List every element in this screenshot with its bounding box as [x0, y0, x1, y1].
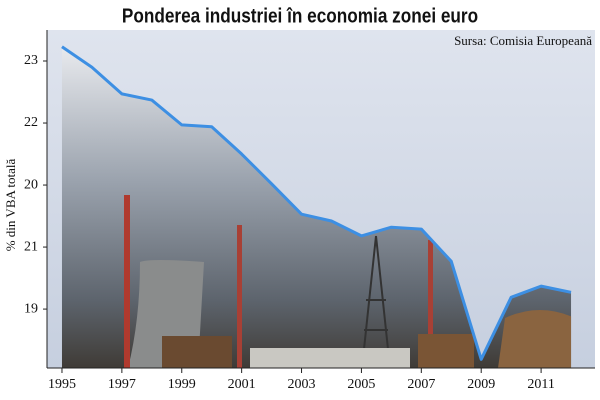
x-tick-label: 2001 [228, 377, 256, 392]
y-tick-label: 20 [24, 177, 38, 192]
x-tick-label: 1997 [108, 377, 136, 392]
x-tick-label: 1995 [48, 377, 76, 392]
y-tick-label: 19 [24, 301, 38, 316]
x-tick-label: 2007 [407, 377, 435, 392]
x-tick-label: 2009 [467, 377, 495, 392]
y-tick-label: 21 [24, 239, 38, 254]
building [162, 336, 232, 368]
y-axis-label: % din VBA totală [3, 158, 18, 251]
y-tick-label: 23 [24, 53, 38, 68]
x-tick-label: 2011 [527, 377, 554, 392]
pylon [361, 235, 391, 368]
chimney [428, 240, 433, 368]
building [250, 348, 410, 368]
chimney [237, 225, 242, 368]
building [418, 334, 474, 368]
y-tick-label: 22 [24, 115, 38, 130]
x-tick-label: 2005 [347, 377, 375, 392]
reactor-dome [498, 310, 572, 368]
data-line [61, 45, 572, 361]
chart-title: Ponderea industriei în economia zonei eu… [122, 4, 478, 27]
x-tick-label: 2003 [288, 377, 316, 392]
x-tick-label: 1999 [168, 377, 196, 392]
source-note: Sursa: Comisia Europeană [454, 33, 592, 48]
chimney [124, 195, 130, 368]
